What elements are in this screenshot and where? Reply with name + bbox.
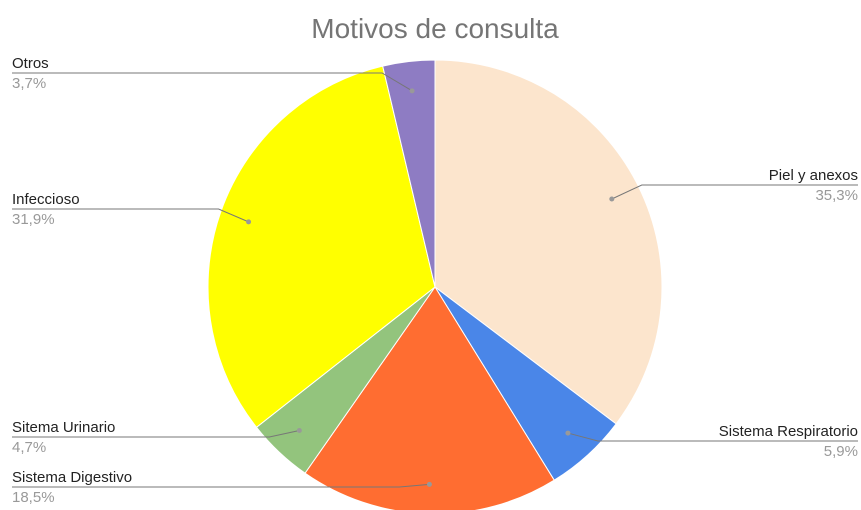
slice-value-label: 5,9%	[824, 443, 858, 460]
slice-label: Sitema Urinario	[12, 419, 115, 436]
slice-value-label: 31,9%	[12, 211, 55, 228]
slice-value-label: 18,5%	[12, 489, 55, 506]
leader-line	[12, 430, 300, 438]
slice-label: Sistema Respiratorio	[719, 423, 858, 440]
slice-value-label: 3,7%	[12, 75, 46, 92]
slice-value-label: 4,7%	[12, 439, 46, 456]
pie-slice	[304, 286, 555, 510]
slice-label: Sistema Digestivo	[12, 469, 132, 486]
slice-label: Otros	[12, 55, 49, 72]
leader-dot	[296, 428, 302, 434]
leader-line	[567, 432, 858, 442]
pie-slice	[382, 59, 436, 288]
leader-line	[12, 483, 430, 488]
chart-title: Motivos de consulta	[311, 13, 559, 44]
leader-dot	[246, 219, 252, 225]
leader-dot	[565, 430, 571, 436]
leader-dot	[609, 196, 615, 202]
leader-line	[611, 184, 858, 200]
pie-slice	[207, 65, 436, 428]
pie-slice	[434, 59, 663, 425]
slice-value-label: 35,3%	[815, 187, 858, 204]
slice-label: Infeccioso	[12, 191, 80, 208]
leader-line	[12, 208, 249, 223]
leader-dot	[409, 88, 415, 94]
slice-label: Piel y anexos	[769, 167, 858, 184]
leader-dot	[426, 481, 432, 487]
leader-line	[12, 72, 413, 92]
